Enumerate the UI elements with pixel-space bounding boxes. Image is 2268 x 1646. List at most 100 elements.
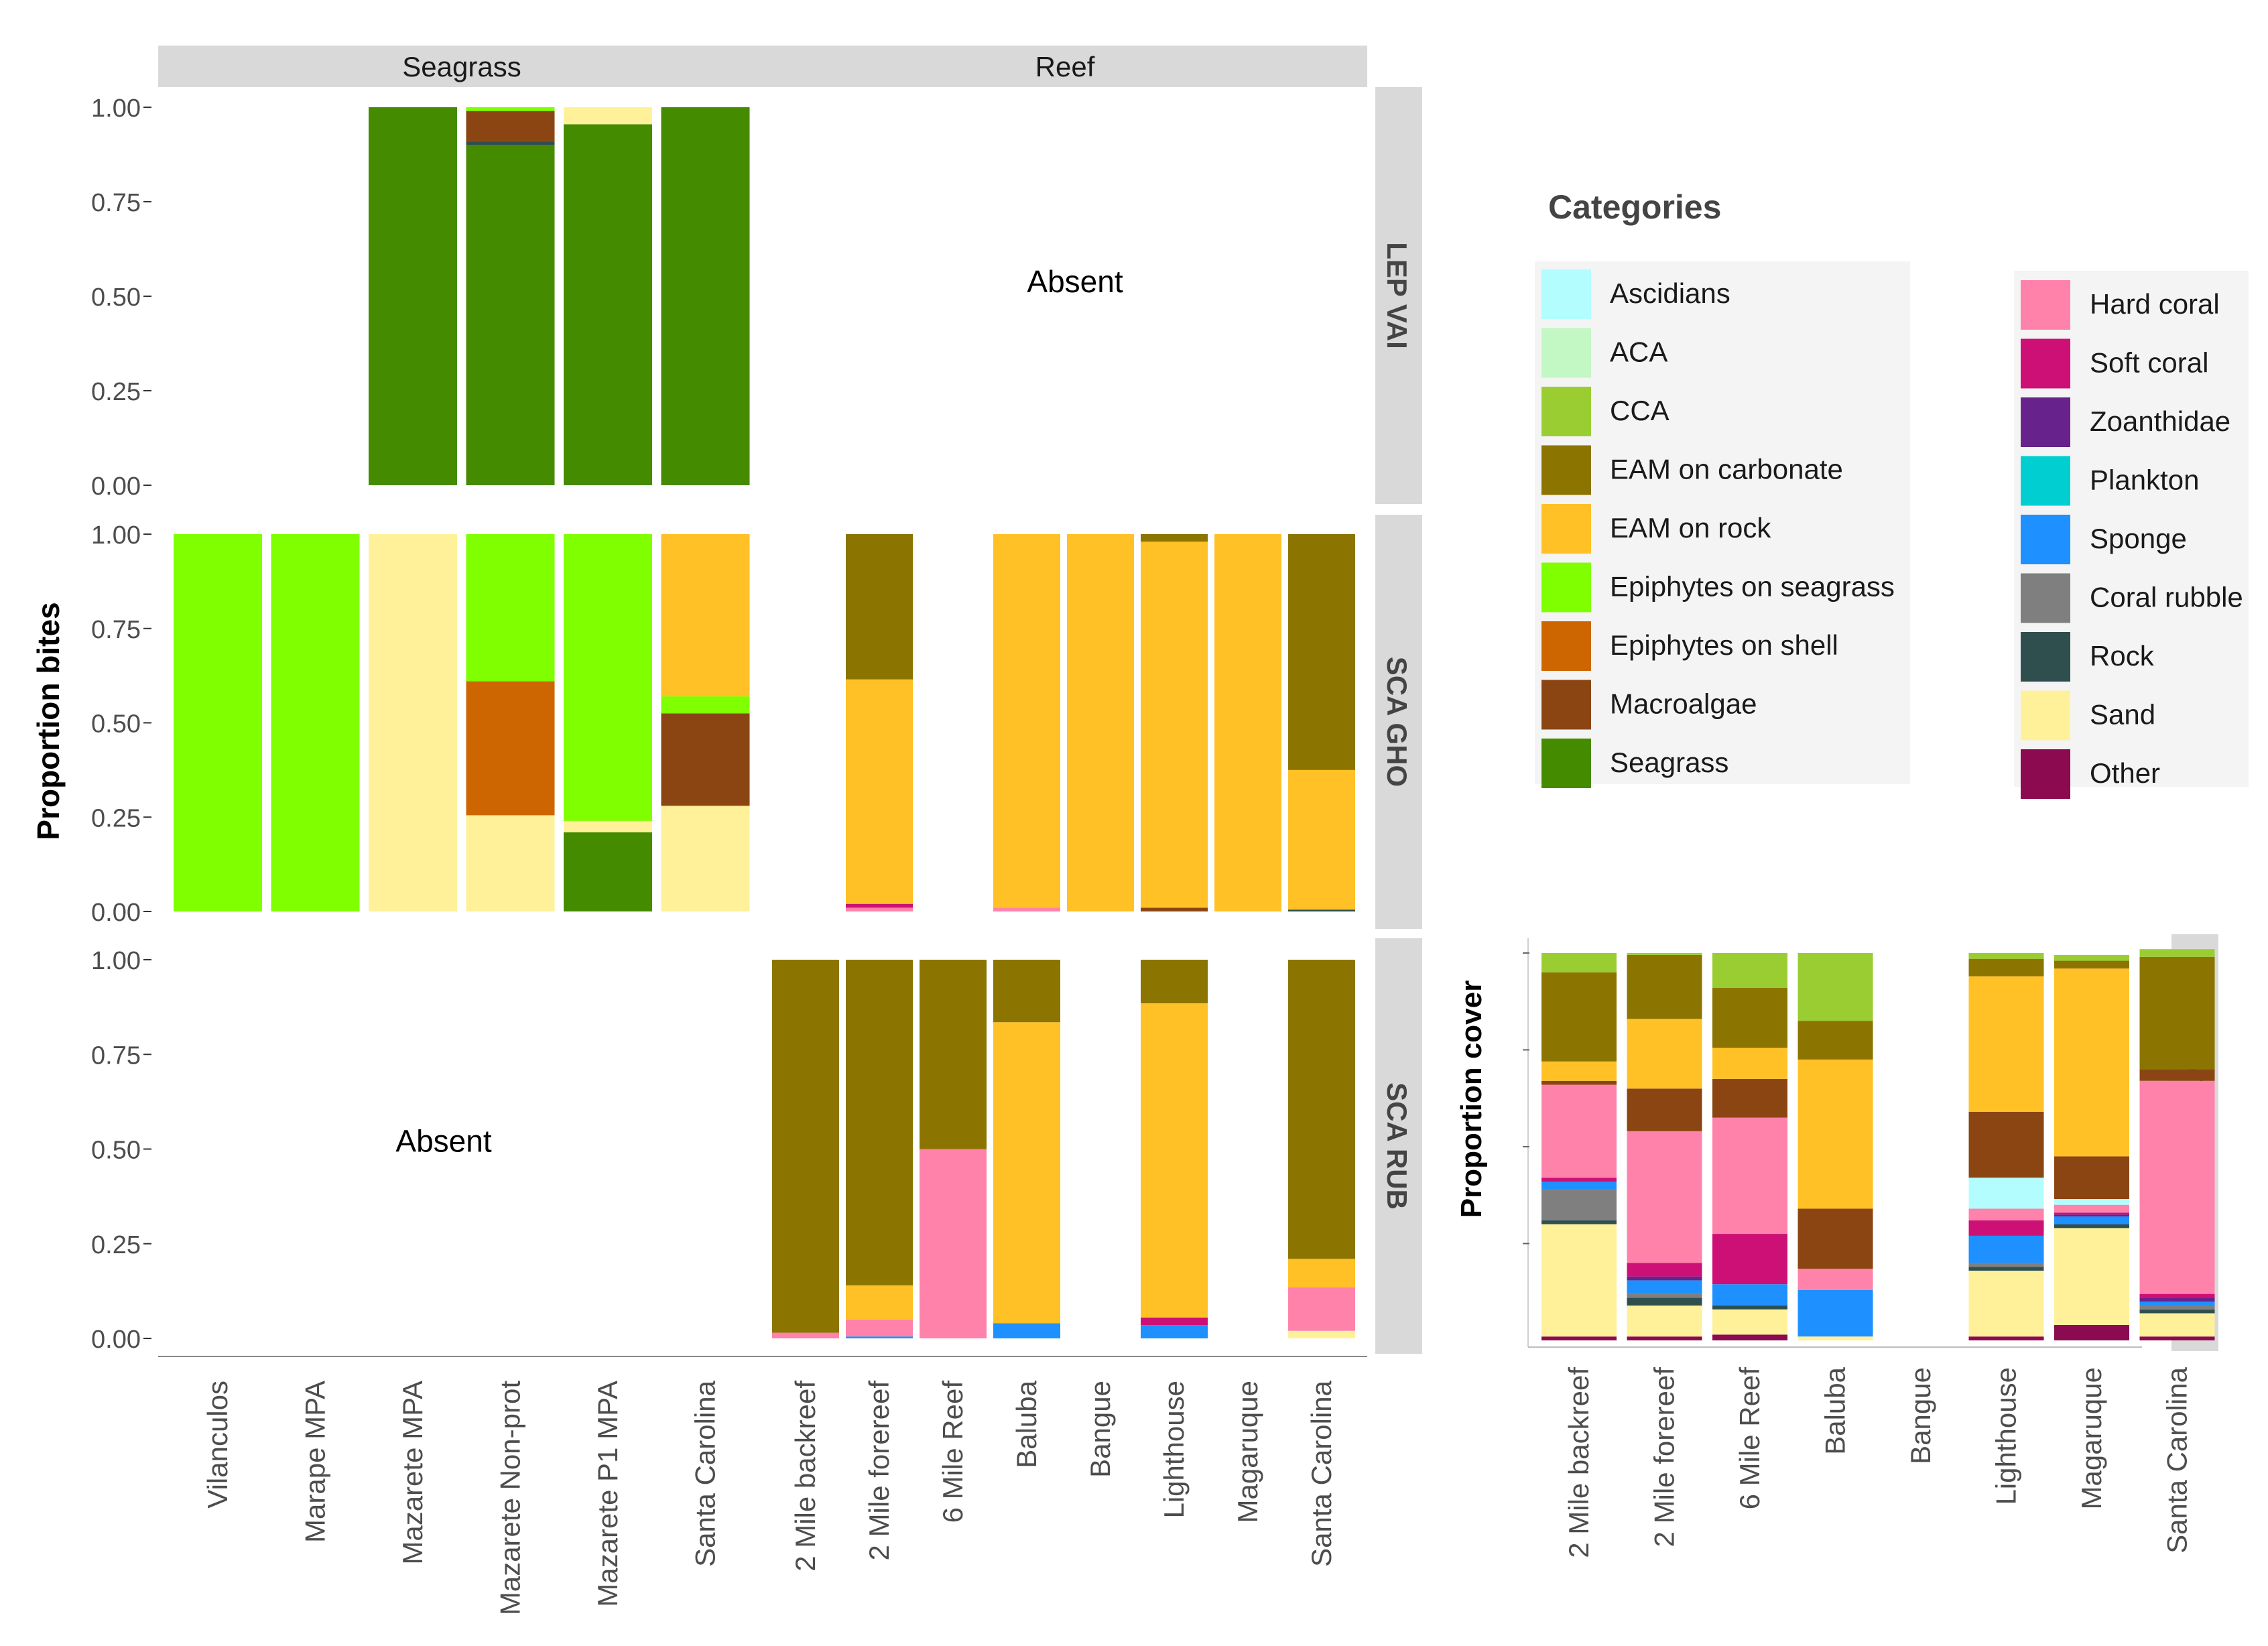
bar-lep-vai-seagrass-mazarete-non-prot-macroalgae [466, 111, 555, 141]
column-strip-seagrass: Seagrass [402, 51, 521, 82]
bar-sca-gho-reef-2-mile-forereef-hard-coral [846, 907, 913, 911]
legend-swatch-rock [2021, 632, 2070, 682]
legend-label-epiphytes-on-seagrass: Epiphytes on seagrass [1610, 571, 1895, 603]
row-strip-lep-vai: LEP VAI [1381, 242, 1413, 349]
x-tick-reef-baluba: Baluba [1011, 1380, 1042, 1468]
legend-swatch-eam-on-rock [1541, 504, 1591, 554]
chart-marks: Seagrass Reef LEP VAI 0.00 0.25 0.50 0.75 1.00 A… [91, 46, 2249, 1615]
benthos-bar-santa-carolina-sand [2139, 1313, 2215, 1337]
benthos-bar-magaruque-other [2054, 1324, 2129, 1340]
bar-sca-gho-seagrass-santa-carolina-sand [661, 806, 750, 911]
bar-sca-rub-reef-santa-carolina-eam-on-carbonate [1288, 960, 1355, 1259]
bar-lep-vai-seagrass-mazarete-non-prot-epiphytes-on-seagrass [466, 107, 555, 111]
benthos-bar-santa-carolina-rock [2139, 1309, 2215, 1314]
bar-sca-gho-reef-santa-carolina-eam-on-carbonate [1288, 534, 1355, 770]
benthos-bar-lighthouse-ascidians [1968, 1178, 2044, 1209]
legend-swatch-seagrass [1541, 739, 1591, 788]
x-tick-reef-magaruque: Magaruque [1232, 1381, 1263, 1523]
bar-sca-gho-seagrass-mazarete-non-prot-epiphytes-on-seagrass [466, 534, 555, 682]
benthos-bar-2-mile-backreef-other [1541, 1336, 1617, 1340]
bar-sca-gho-reef-santa-carolina-eam-on-rock [1288, 769, 1355, 910]
x-tick-reef-6-mile-reef: 6 Mile Reef [937, 1381, 968, 1523]
column-strip-reef: Reef [1035, 51, 1095, 82]
benthos-bar-2-mile-forereef-other [1627, 1336, 1702, 1340]
legend-swatch-plankton [2021, 456, 2070, 506]
benthos-bar-lighthouse-sponge [1968, 1235, 2044, 1263]
legend-swatch-epiphytes-on-seagrass [1541, 562, 1591, 613]
row-strip-bg-lep-vai [1375, 87, 1422, 504]
bar-sca-rub-reef-lighthouse-soft-coral [1141, 1317, 1208, 1326]
benthos-bar-lighthouse-sand [1968, 1270, 2044, 1337]
bar-sca-rub-reef-6-mile-reef-hard-coral [920, 1149, 987, 1338]
benthos-bar-2-mile-backreef-rock [1541, 1220, 1617, 1224]
bar-sca-gho-reef-lighthouse-eam-on-rock [1141, 542, 1208, 908]
benthos-bar-2-mile-forereef-eam-on-carbonate [1627, 954, 1702, 1019]
benthos-bar-2-mile-backreef-macroalgae [1541, 1080, 1617, 1085]
bar-sca-rub-reef-2-mile-forereef-eam-on-carbonate [846, 960, 913, 1285]
legend-swatch-eam-on-carbonate [1541, 445, 1591, 495]
bar-sca-gho-reef-bangue-eam-on-rock [1067, 534, 1134, 911]
y-tick-label: 1.00 [91, 947, 141, 975]
legend-label-hard-coral: Hard coral [2090, 288, 2220, 320]
benthos-x-tick-2-mile-backreef: 2 Mile backreef [1563, 1367, 1594, 1558]
benthos-bar-2-mile-backreef-hard-coral [1541, 1084, 1617, 1178]
legend-label-soft-coral: Soft coral [2090, 347, 2208, 379]
y-tick-label: 0.50 [91, 283, 141, 312]
bar-sca-rub-reef-2-mile-forereef-eam-on-rock [846, 1285, 913, 1320]
benthos-bar-2-mile-forereef-coral-rubble [1627, 1293, 1702, 1298]
benthos-bar-magaruque-sand [2054, 1228, 2129, 1325]
x-tick-seagrass-vilanculos: Vilanculos [202, 1381, 233, 1509]
y-tick-label: 0.00 [91, 899, 141, 927]
benthos-bar-2-mile-backreef-sand [1541, 1224, 1617, 1337]
benthos-bar-6-mile-reef-macroalgae [1712, 1078, 1787, 1118]
benthos-x-tick-baluba: Baluba [1820, 1367, 1851, 1454]
bar-lep-vai-seagrass-mazarete-mpa-seagrass [369, 107, 457, 485]
x-tick-seagrass-mazarete-non-prot: Mazarete Non-prot [495, 1381, 526, 1615]
legend-swatch-other [2021, 749, 2070, 799]
row-strip-sca-gho: SCA GHO [1381, 657, 1413, 787]
bar-sca-gho-seagrass-mazarete-non-prot-epiphytes-on-shell [466, 681, 555, 816]
bar-sca-gho-reef-lighthouse-eam-on-carbonate [1141, 534, 1208, 542]
legend-title: Categories [1548, 188, 1721, 226]
benthos-bar-baluba-eam-on-rock [1798, 1059, 1873, 1209]
benthos-bar-2-mile-forereef-rock [1627, 1297, 1702, 1306]
y-tick-label: 0.50 [91, 710, 141, 739]
benthos-bar-2-mile-forereef-eam-on-rock [1627, 1019, 1702, 1089]
benthos-bar-2-mile-backreef-soft-coral [1541, 1178, 1617, 1182]
benthos-bar-6-mile-reef-hard-coral [1712, 1117, 1787, 1234]
bar-sca-gho-seagrass-vilanculos-epiphytes-on-seagrass [174, 534, 262, 911]
benthos-bar-lighthouse-hard-coral [1968, 1208, 2044, 1220]
y-tick-label: 1.00 [91, 521, 141, 550]
legend-label-sponge: Sponge [2090, 523, 2187, 554]
legend-swatch-epiphytes-on-shell [1541, 621, 1591, 671]
y-tick-label: 0.25 [91, 378, 141, 406]
benthos-bar-2-mile-forereef-soft-coral [1627, 1263, 1702, 1277]
x-tick-reef-santa-carolina: Santa Carolina [1306, 1380, 1337, 1566]
benthos-bar-2-mile-backreef-eam-on-carbonate [1541, 972, 1617, 1062]
bar-sca-rub-reef-santa-carolina-hard-coral [1288, 1287, 1355, 1331]
bar-sca-rub-reef-santa-carolina-eam-on-rock [1288, 1259, 1355, 1287]
benthos-bar-6-mile-reef-other [1712, 1334, 1787, 1340]
y-tick-label: 0.00 [91, 472, 141, 501]
bar-sca-gho-seagrass-mazarete-non-prot-sand [466, 815, 555, 911]
benthos-bar-2-mile-forereef-zoanthidae [1627, 1276, 1702, 1281]
bar-sca-rub-reef-baluba-eam-on-rock [993, 1022, 1060, 1324]
benthos-bar-lighthouse-cca [1968, 953, 2044, 959]
y-tick-label: 0.75 [91, 189, 141, 217]
benthos-bar-6-mile-reef-sand [1712, 1309, 1787, 1335]
row-strip-bg-sca-rub [1375, 938, 1422, 1354]
benthos-bar-santa-carolina-sponge [2139, 1302, 2215, 1306]
benthos-bar-lighthouse-other [1968, 1336, 2044, 1340]
bar-sca-gho-reef-lighthouse-macroalgae [1141, 907, 1208, 911]
benthos-bar-magaruque-cca [2054, 954, 2129, 961]
bar-sca-gho-reef-2-mile-forereef-eam-on-carbonate [846, 534, 913, 680]
benthos-bar-lighthouse-eam-on-rock [1968, 976, 2044, 1112]
benthos-bar-baluba-eam-on-carbonate [1798, 1021, 1873, 1060]
legend-swatch-zoanthidae [2021, 397, 2070, 447]
x-tick-reef-2-mile-backreef: 2 Mile backreef [790, 1381, 821, 1572]
legend-label-coral-rubble: Coral rubble [2090, 582, 2243, 613]
benthos-bar-2-mile-backreef-cca [1541, 953, 1617, 972]
benthos-bar-santa-carolina-zoanthidae [2139, 1297, 2215, 1302]
bar-sca-rub-reef-santa-carolina-sand [1288, 1330, 1355, 1338]
